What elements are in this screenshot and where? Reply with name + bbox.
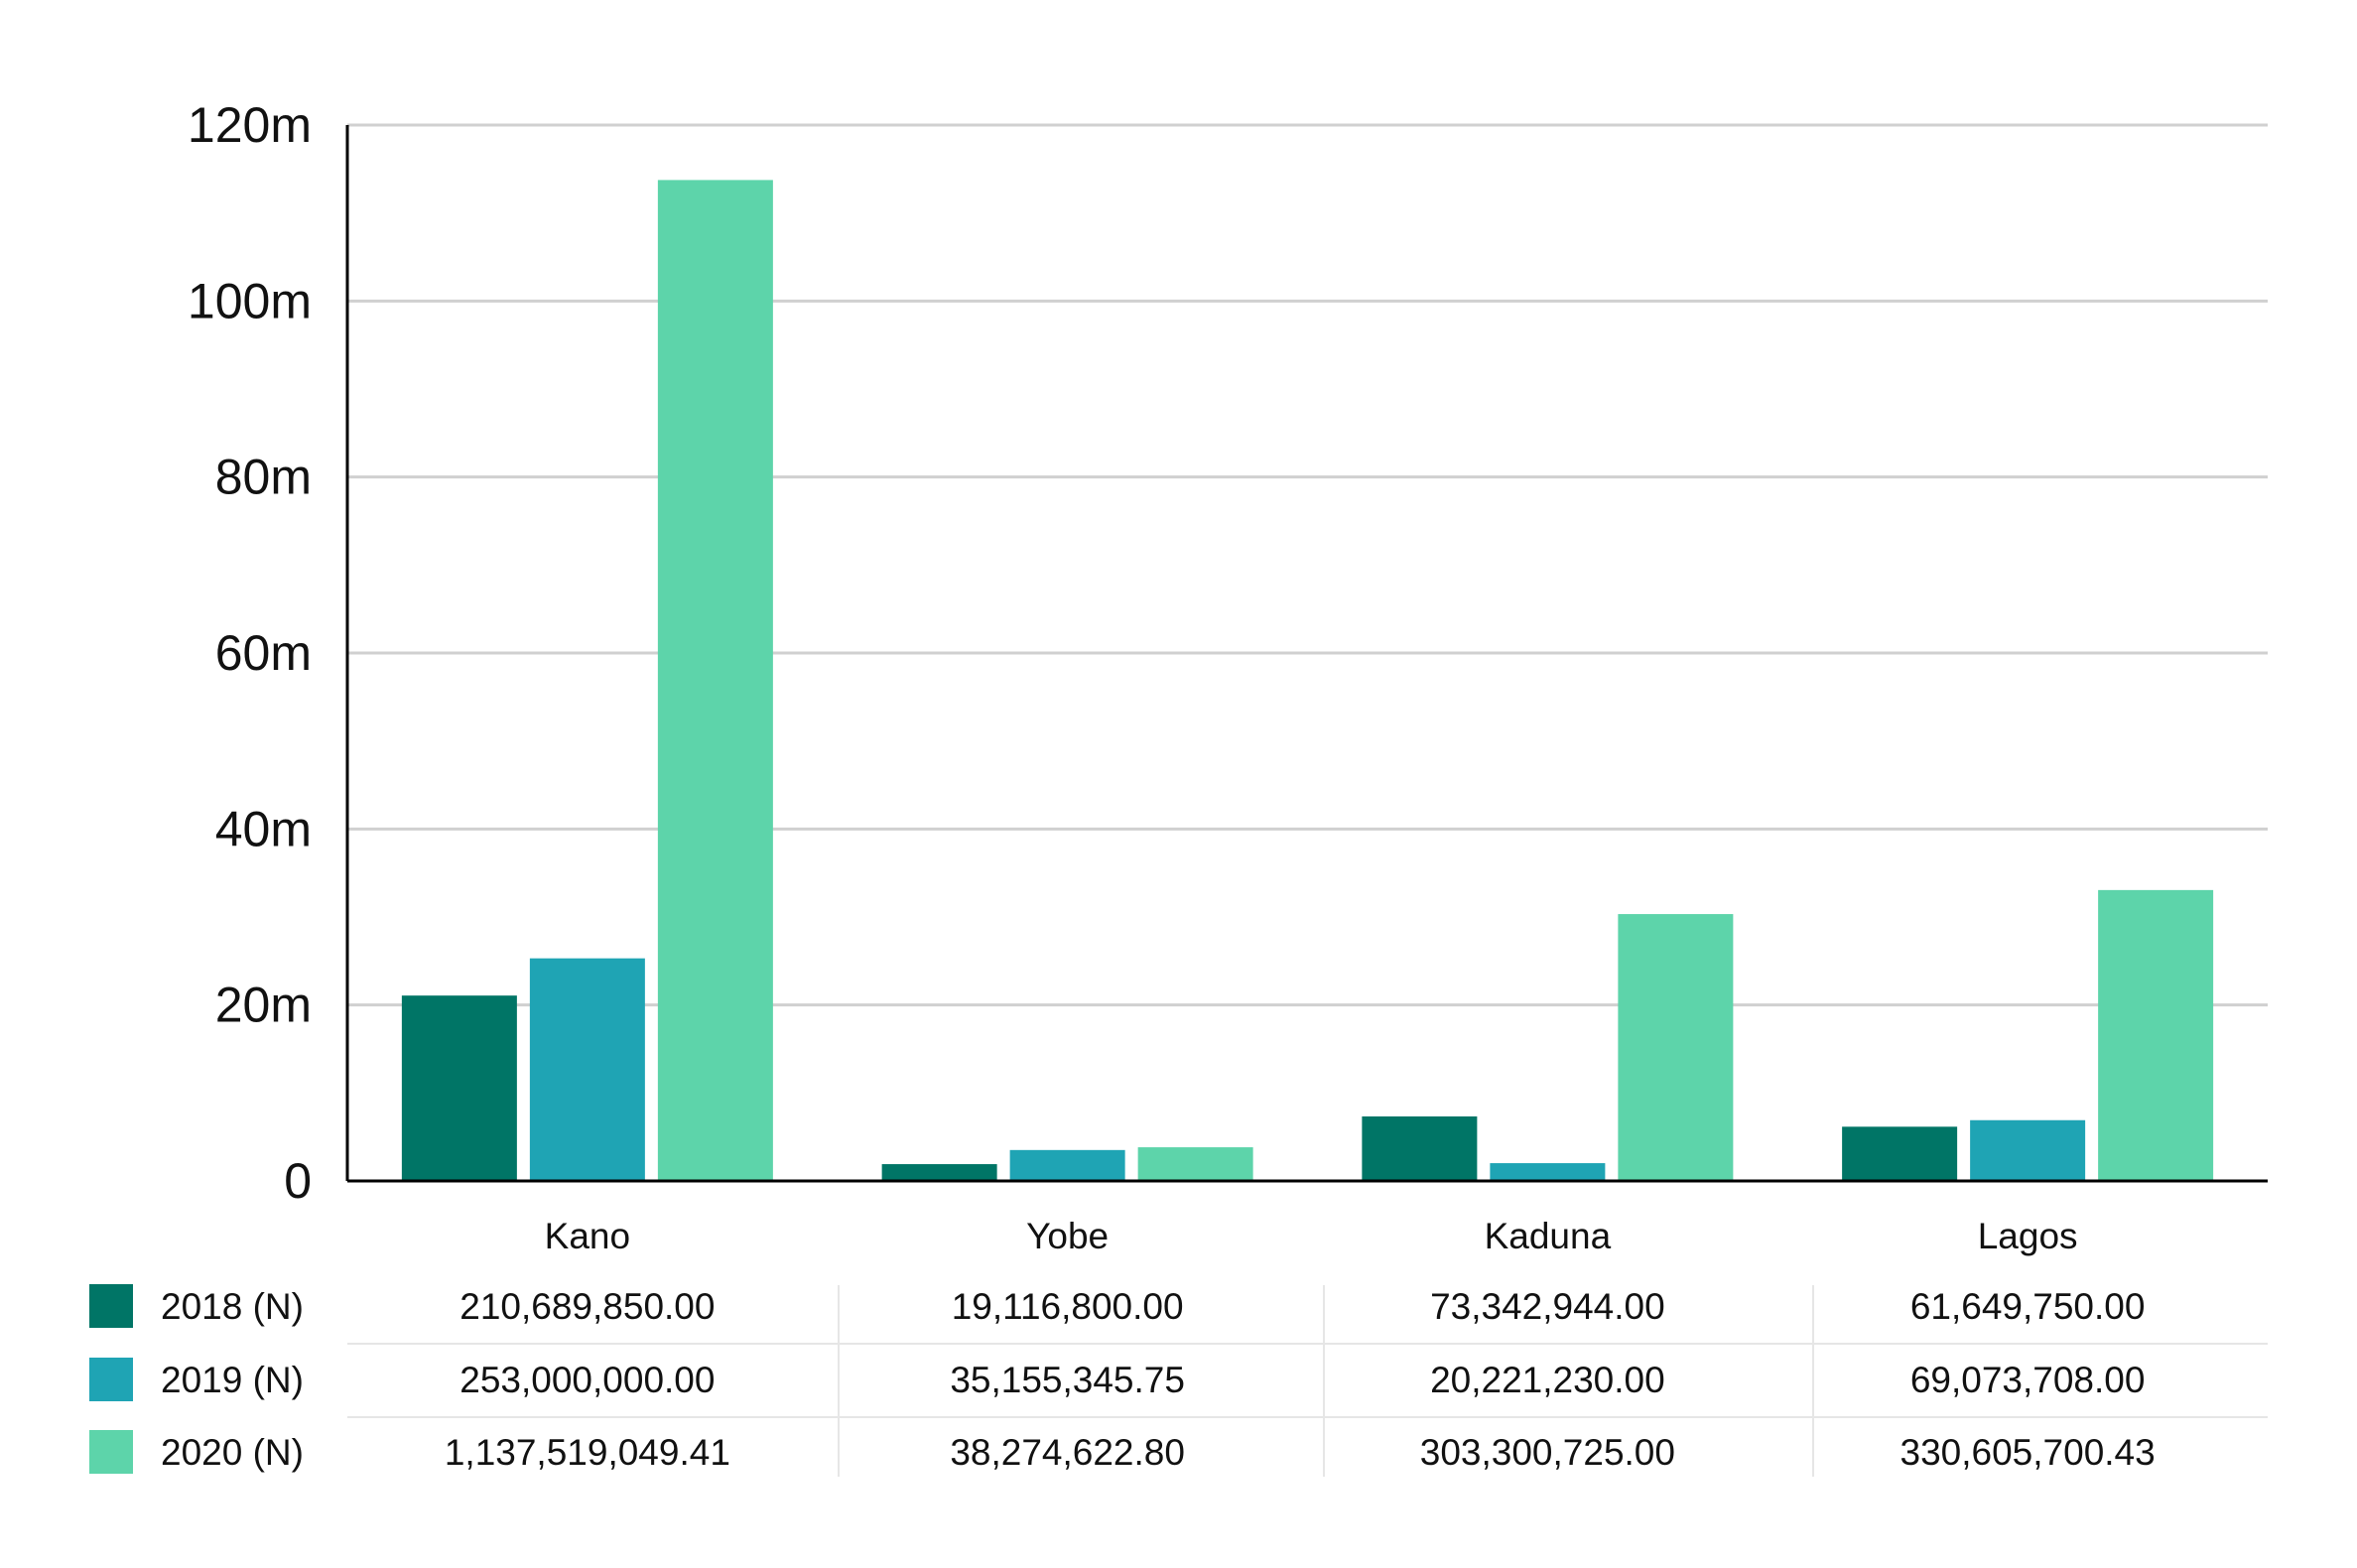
bar-kaduna-1 bbox=[1490, 1163, 1606, 1181]
bar-kaduna-0 bbox=[1362, 1115, 1478, 1181]
legend-label: 2018 (N) bbox=[161, 1286, 304, 1327]
y-tick-label: 60m bbox=[215, 625, 312, 681]
table-cell: 330,605,700.43 bbox=[1900, 1432, 2156, 1473]
data-table: 2018 (N) 210,689,850.00 19,116,800.00 73,34… bbox=[89, 1284, 2268, 1477]
legend-label: 2020 (N) bbox=[161, 1432, 304, 1473]
x-tick-label: Kaduna bbox=[1485, 1216, 1612, 1256]
table-cell: 1,137,519,049.41 bbox=[445, 1432, 730, 1473]
legend-swatch bbox=[89, 1284, 133, 1328]
bar-lagos-1 bbox=[1970, 1119, 2086, 1181]
table-cell: 210,689,850.00 bbox=[459, 1286, 715, 1327]
table-cell: 73,342,944.00 bbox=[1430, 1286, 1665, 1327]
table-cell: 69,073,708.00 bbox=[1910, 1360, 2146, 1400]
table-cell: 38,274,622.80 bbox=[950, 1432, 1185, 1473]
legend-label: 2019 (N) bbox=[161, 1360, 304, 1400]
y-tick-label: 40m bbox=[215, 801, 312, 856]
bar-lagos-2 bbox=[2098, 889, 2214, 1181]
table-cell: 35,155,345.75 bbox=[950, 1360, 1185, 1400]
x-tick-label: Kano bbox=[545, 1216, 630, 1256]
x-tick-labels: Kano Yobe Kaduna Lagos bbox=[545, 1216, 2078, 1256]
table-cell: 253,000,000.00 bbox=[459, 1360, 715, 1400]
bars bbox=[401, 180, 2214, 1181]
table-cell: 61,649,750.00 bbox=[1910, 1286, 2146, 1327]
y-tick-label: 20m bbox=[215, 978, 312, 1033]
legend-swatch bbox=[89, 1358, 133, 1401]
bar-yobe-0 bbox=[881, 1164, 997, 1181]
y-tick-label: 0 bbox=[284, 1153, 312, 1209]
table-cell: 19,116,800.00 bbox=[952, 1286, 1184, 1327]
axes bbox=[345, 125, 2268, 1183]
bar-yobe-2 bbox=[1137, 1147, 1253, 1181]
y-tick-labels: 0 20m 40m 60m 80m 100m 120m bbox=[188, 97, 312, 1209]
bar-kano-0 bbox=[401, 995, 517, 1181]
table-cell: 20,221,230.00 bbox=[1430, 1360, 1665, 1400]
legend-swatch bbox=[89, 1430, 133, 1474]
y-tick-label: 120m bbox=[188, 97, 312, 153]
y-tick-label: 80m bbox=[215, 450, 312, 505]
table-cell: 303,300,725.00 bbox=[1420, 1432, 1675, 1473]
gridlines bbox=[347, 123, 2268, 1007]
x-tick-label: Lagos bbox=[1978, 1216, 2078, 1256]
bar-kano-1 bbox=[529, 958, 645, 1181]
bar-lagos-0 bbox=[1842, 1126, 1958, 1181]
x-tick-label: Yobe bbox=[1026, 1216, 1109, 1256]
y-tick-label: 100m bbox=[188, 273, 312, 328]
bar-yobe-1 bbox=[1009, 1149, 1125, 1181]
bar-kaduna-2 bbox=[1618, 914, 1734, 1181]
bar-kano-2 bbox=[657, 180, 773, 1181]
